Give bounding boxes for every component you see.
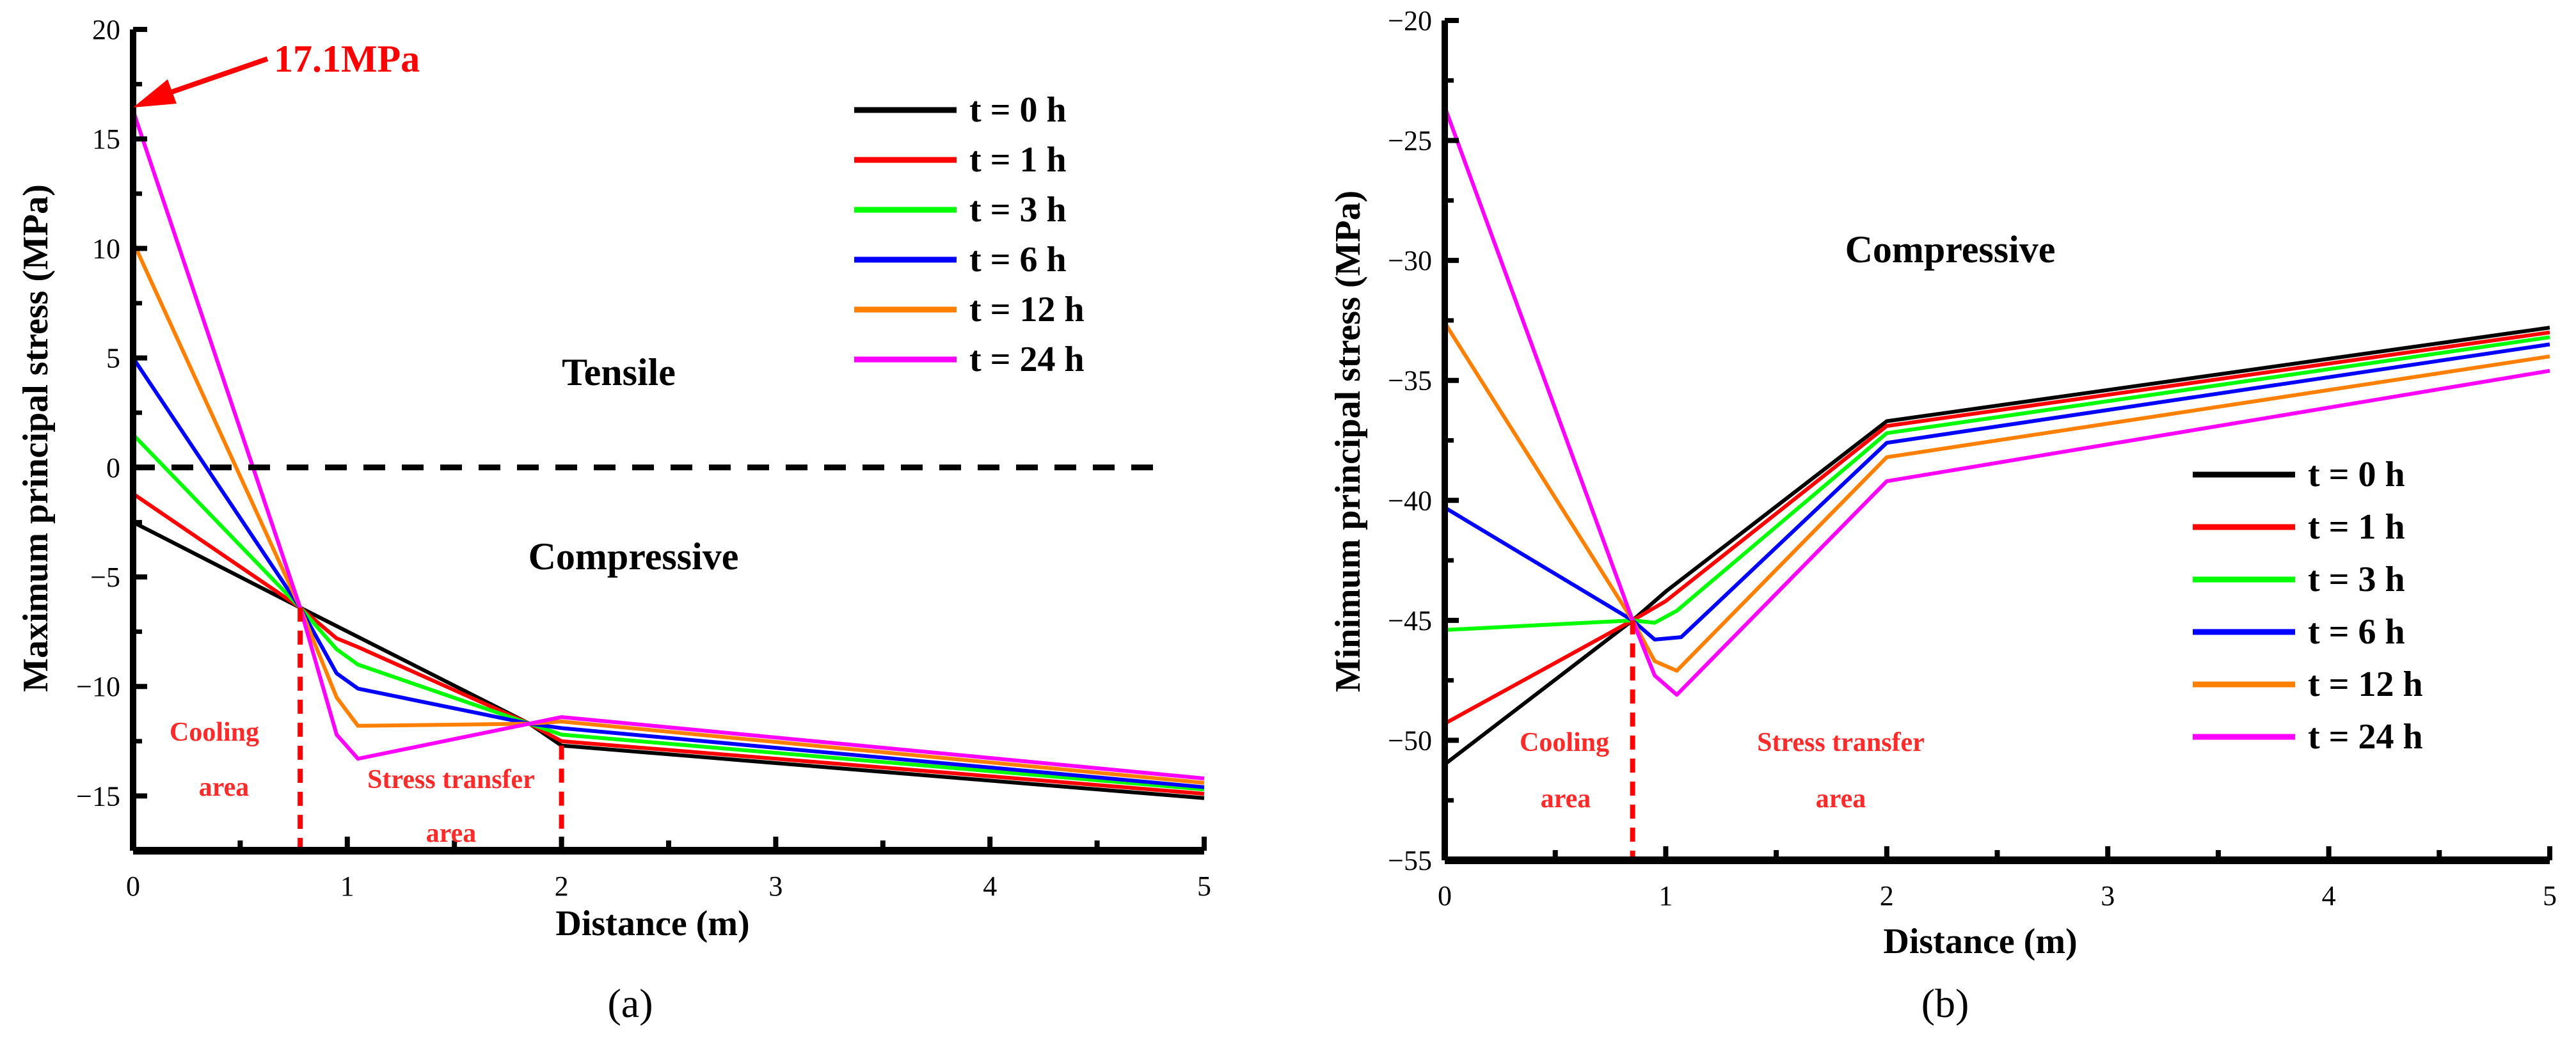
panel-a-series-lines: [131, 109, 1205, 800]
legend-label-t3: t = 3 h: [2308, 560, 2405, 599]
panel-a-annotation-text: 17.1MPa: [274, 38, 420, 80]
panel-b-stress-transfer-label: Stress transfer: [1757, 728, 1925, 757]
panel-b-label: (b): [1921, 981, 1969, 1026]
panel-b-cooling-area-label: Cooling: [1520, 728, 1609, 757]
panel-a-axes: [130, 27, 1207, 855]
legend-label-t12: t = 12 h: [2308, 665, 2423, 704]
x-tick-label: 3: [768, 871, 783, 902]
x-tick-label: 5: [1197, 871, 1211, 902]
legend-label-t1: t = 1 h: [969, 140, 1067, 180]
y-tick-label: 0: [106, 452, 120, 484]
panel-a-stress-transfer-label-2: area: [426, 819, 477, 848]
legend-label-t1: t = 1 h: [2308, 507, 2405, 547]
x-tick-label: 5: [2543, 880, 2557, 911]
panel-a-region-tensile: Tensile: [562, 351, 676, 393]
panel-a-cooling-area-label-2: area: [199, 773, 250, 802]
series-line-t3: [1444, 335, 2550, 632]
panel-a-annotation-arrowhead: [133, 79, 177, 107]
panel-b-region-compressive: Compressive: [1845, 228, 2056, 271]
legend-label-t6: t = 6 h: [2308, 612, 2405, 652]
x-tick-label: 3: [2101, 880, 2115, 911]
y-tick-label: 20: [92, 14, 120, 45]
panel-a-tick-labels: 0 1 2 3 4 5 −15 −10 −5 0 5 10 15 20: [76, 14, 1211, 902]
series-line-t6: [1443, 342, 2550, 642]
panel-b-axes: [1442, 18, 2552, 864]
panel-a-x-axis-title: Distance (m): [555, 904, 749, 943]
x-tick-label: 2: [1880, 880, 1894, 911]
panel-a-label: (a): [607, 981, 653, 1026]
panel-a-y-axis-title: Maximum principal stress (MPa): [16, 184, 56, 692]
panel-a-legend: t = 0 h t = 1 h t = 3 h t = 6 h t = 12 h t = …: [854, 90, 1085, 379]
panel-b-legend: t = 0 h t = 1 h t = 3 h t = 6 h t = 12 h t = …: [2193, 455, 2423, 757]
y-tick-label: −20: [1388, 5, 1432, 36]
y-tick-label: −30: [1388, 245, 1432, 276]
panel-a-region-compressive: Compressive: [529, 535, 739, 578]
series-line-t12: [1443, 322, 2550, 673]
legend-label-t12: t = 12 h: [969, 290, 1085, 329]
legend-label-t0: t = 0 h: [969, 90, 1067, 130]
y-tick-label: −25: [1388, 125, 1432, 157]
y-tick-label: −10: [76, 671, 120, 702]
series-line-t24: [131, 109, 1205, 780]
y-tick-label: −15: [76, 780, 120, 812]
y-tick-label: −40: [1388, 485, 1432, 516]
y-tick-label: 15: [92, 123, 120, 155]
y-tick-label: −5: [90, 562, 120, 593]
x-tick-label: 1: [340, 871, 354, 902]
panel-b-stress-transfer-label-2: area: [1816, 784, 1866, 814]
x-tick-label: 1: [1658, 880, 1673, 911]
y-tick-label: −45: [1388, 605, 1432, 636]
series-line-t24: [1443, 106, 2550, 697]
series-line-t1: [1443, 330, 2550, 725]
x-tick-label: 4: [983, 871, 997, 902]
panel-a-stress-transfer-label: Stress transfer: [367, 765, 535, 794]
panel-b-y-axis-title: Minimum principal stress (MPa): [1328, 191, 1368, 692]
panel-b-chart: 0 1 2 3 4 5 −55 −50 −45 −40 −35 −30 −25 −20 Distance …: [1328, 5, 2557, 1026]
panel-a-area-dividers: [298, 607, 564, 851]
legend-label-t24: t = 24 h: [2308, 717, 2423, 757]
panel-a-annotation-arrow: [166, 56, 269, 96]
y-tick-label: −35: [1388, 365, 1432, 397]
series-line-t0: [1443, 326, 2550, 766]
legend-label-t6: t = 6 h: [969, 240, 1067, 280]
y-tick-label: −50: [1388, 725, 1432, 756]
x-tick-label: 4: [2322, 880, 2336, 911]
x-tick-label: 0: [1438, 880, 1452, 911]
x-tick-label: 2: [555, 871, 569, 902]
panel-a-chart: 0 1 2 3 4 5 −15 −10 −5 0 5 10 15 20 Distance (m) Maxi…: [16, 14, 1211, 1026]
y-tick-label: 5: [106, 343, 120, 374]
panel-b-tick-labels: 0 1 2 3 4 5 −55 −50 −45 −40 −35 −30 −25 −20: [1388, 5, 2557, 911]
y-tick-label: −55: [1388, 845, 1432, 876]
panel-b-cooling-area-label-2: area: [1541, 784, 1591, 814]
panel-a-cooling-area-label: Cooling: [170, 718, 259, 747]
y-tick-label: 10: [92, 233, 120, 264]
panel-b-series-lines: [1443, 106, 2550, 766]
x-tick-label: 0: [126, 871, 140, 902]
legend-label-t3: t = 3 h: [969, 190, 1067, 230]
panel-b-x-axis-title: Distance (m): [1883, 922, 2077, 961]
legend-label-t0: t = 0 h: [2308, 455, 2405, 494]
legend-label-t24: t = 24 h: [969, 340, 1085, 379]
